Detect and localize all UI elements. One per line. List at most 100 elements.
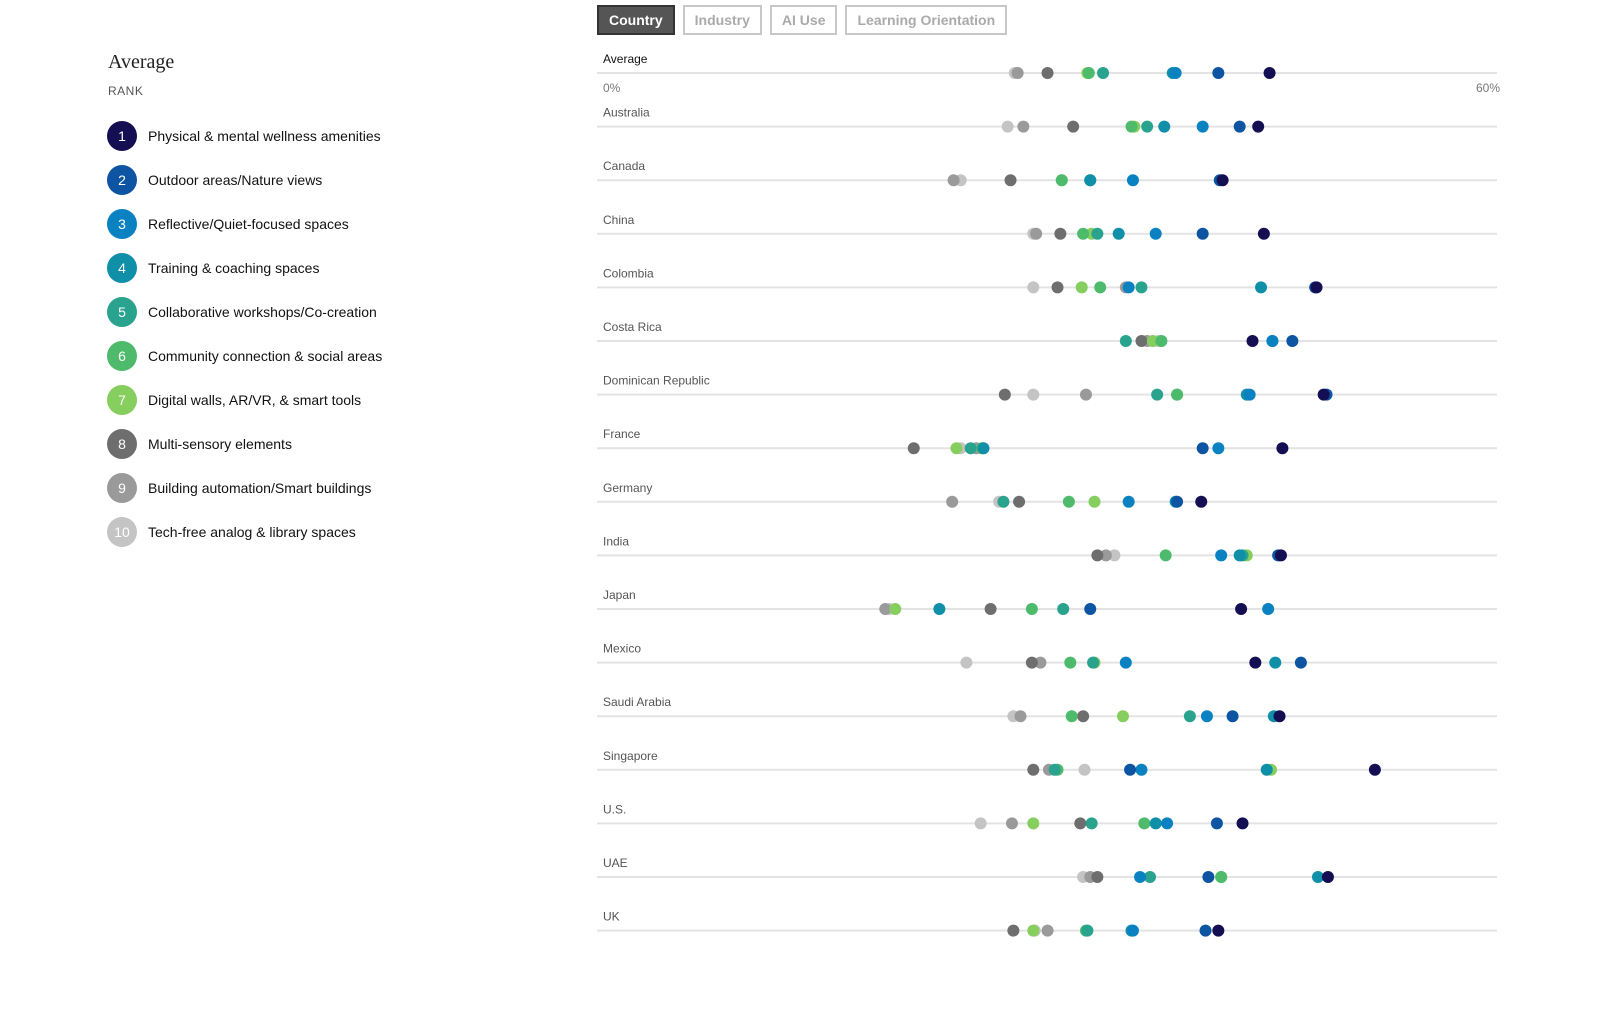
data-point bbox=[1276, 442, 1289, 455]
filter-tabs: Country Industry AI Use Learning Orientatio… bbox=[597, 5, 1008, 35]
data-point bbox=[1091, 871, 1104, 883]
data-point bbox=[1260, 763, 1273, 776]
legend-item: 5 Collaborative workshops/Co-creation bbox=[107, 290, 528, 334]
data-point bbox=[1233, 120, 1246, 133]
legend-item: 9 Building automation/Smart buildings bbox=[107, 466, 528, 510]
data-point bbox=[1088, 495, 1101, 508]
data-point bbox=[1252, 120, 1265, 133]
tab-country[interactable]: Country bbox=[597, 5, 675, 35]
legend-label: Tech-free analog & library spaces bbox=[148, 524, 356, 540]
data-point bbox=[1054, 227, 1067, 240]
row-label: Mexico bbox=[603, 642, 641, 656]
data-point bbox=[1017, 120, 1030, 133]
legend-item: 10 Tech-free analog & library spaces bbox=[107, 510, 528, 554]
data-point bbox=[1235, 603, 1248, 615]
data-point bbox=[933, 603, 946, 615]
data-point bbox=[1159, 549, 1172, 562]
data-point bbox=[1027, 763, 1040, 776]
tab-learning-orientation[interactable]: Learning Orientation bbox=[845, 5, 1008, 35]
data-point bbox=[1210, 817, 1223, 830]
row-label: Canada bbox=[603, 159, 645, 173]
data-point bbox=[889, 603, 902, 615]
row-label: U.S. bbox=[603, 802, 626, 816]
data-point bbox=[1091, 227, 1104, 240]
data-point bbox=[1144, 871, 1157, 883]
data-point bbox=[1311, 871, 1324, 883]
data-point bbox=[1169, 67, 1182, 79]
data-point bbox=[1196, 442, 1209, 455]
legend-panel: Average RANK 1 Physical & mental wellness… bbox=[107, 50, 528, 554]
data-point bbox=[1317, 388, 1330, 401]
data-point bbox=[1266, 335, 1279, 347]
data-point bbox=[947, 174, 960, 187]
data-point bbox=[1146, 335, 1159, 347]
row-label: Germany bbox=[603, 481, 652, 495]
legend-item: 4 Training & coaching spaces bbox=[107, 246, 528, 290]
row-label: India bbox=[603, 534, 629, 548]
data-point bbox=[1027, 388, 1040, 401]
data-point bbox=[1269, 656, 1282, 669]
data-point bbox=[1085, 817, 1098, 830]
data-point bbox=[1212, 442, 1225, 455]
data-point bbox=[984, 603, 997, 615]
legend-item: 1 Physical & mental wellness amenities bbox=[107, 114, 528, 158]
data-point bbox=[1001, 120, 1014, 133]
data-point bbox=[1074, 817, 1087, 830]
data-point bbox=[1004, 174, 1017, 187]
data-point bbox=[1027, 924, 1040, 937]
data-point bbox=[1171, 495, 1184, 508]
data-point bbox=[1126, 924, 1139, 937]
data-point bbox=[1091, 549, 1104, 562]
data-point bbox=[1236, 817, 1249, 830]
data-point bbox=[1215, 549, 1228, 562]
data-point bbox=[1087, 656, 1100, 669]
tab-ai-use[interactable]: AI Use bbox=[769, 5, 838, 35]
data-point bbox=[1135, 763, 1148, 776]
data-point bbox=[1294, 656, 1307, 669]
data-point bbox=[1119, 335, 1132, 347]
data-point bbox=[1200, 710, 1213, 723]
legend-item: 8 Multi-sensory elements bbox=[107, 422, 528, 466]
data-point bbox=[1005, 817, 1018, 830]
data-point bbox=[1122, 281, 1135, 294]
legend-item: 6 Community connection & social areas bbox=[107, 334, 528, 378]
data-point bbox=[1257, 227, 1270, 240]
data-point bbox=[1249, 656, 1262, 669]
data-point bbox=[1125, 120, 1138, 133]
legend-label: Community connection & social areas bbox=[148, 348, 383, 364]
row-label: Saudi Arabia bbox=[603, 695, 671, 709]
legend-rank-badge: 5 bbox=[107, 297, 137, 327]
data-point bbox=[997, 495, 1010, 508]
data-point bbox=[1124, 763, 1137, 776]
data-point bbox=[1273, 710, 1286, 723]
data-point bbox=[1041, 67, 1054, 79]
data-point bbox=[1195, 495, 1208, 508]
data-point bbox=[1368, 763, 1381, 776]
row-label: UAE bbox=[603, 856, 628, 870]
data-point bbox=[964, 442, 977, 455]
data-point bbox=[1138, 817, 1151, 830]
tab-industry[interactable]: Industry bbox=[682, 5, 762, 35]
legend-title: Average bbox=[108, 51, 175, 73]
legend-rank-badge: 4 bbox=[107, 253, 137, 283]
row-label: Colombia bbox=[603, 266, 654, 280]
data-point bbox=[960, 656, 973, 669]
data-point bbox=[1048, 763, 1061, 776]
data-point bbox=[1082, 67, 1095, 79]
data-point bbox=[1119, 656, 1132, 669]
legend-label: Multi-sensory elements bbox=[148, 436, 292, 452]
legend-list: 1 Physical & mental wellness amenities 2 Ou… bbox=[107, 114, 528, 554]
data-point bbox=[1246, 335, 1259, 347]
data-point bbox=[1212, 924, 1225, 937]
data-point bbox=[1041, 924, 1054, 937]
data-point bbox=[1014, 710, 1027, 723]
legend-item: 7 Digital walls, AR/VR, & smart tools bbox=[107, 378, 528, 422]
legend-rank-badge: 2 bbox=[107, 165, 137, 195]
legend-label: Collaborative workshops/Co-creation bbox=[148, 304, 377, 320]
legend-item: 2 Outdoor areas/Nature views bbox=[107, 158, 528, 202]
data-point bbox=[1263, 67, 1276, 79]
data-point bbox=[879, 603, 892, 615]
legend-label: Training & coaching spaces bbox=[148, 260, 320, 276]
data-point bbox=[1084, 174, 1097, 187]
data-point bbox=[907, 442, 920, 455]
